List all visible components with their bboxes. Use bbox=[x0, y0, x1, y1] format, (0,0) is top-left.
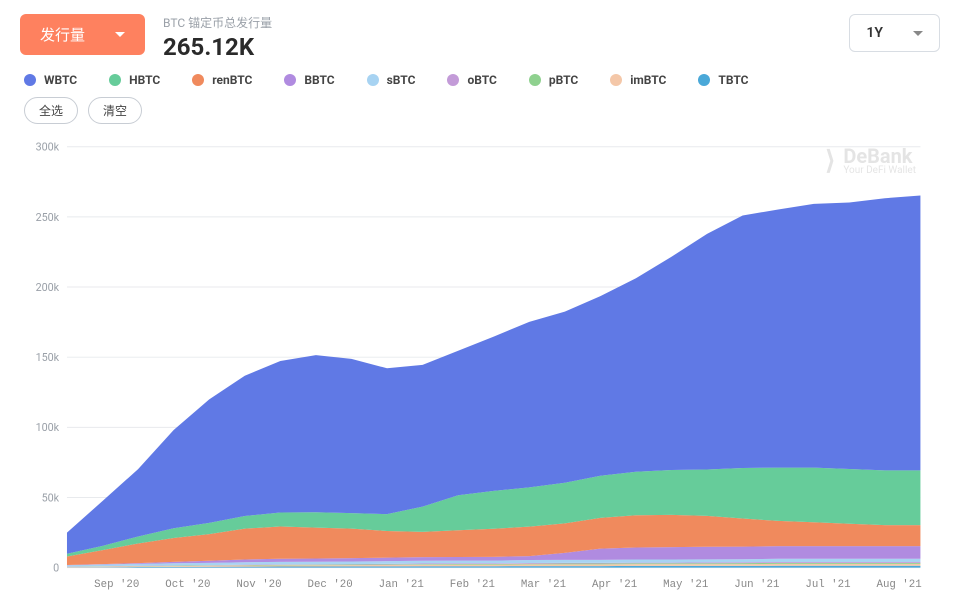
legend-dot-icon bbox=[698, 74, 710, 86]
legend-item[interactable]: BBTC bbox=[284, 73, 334, 87]
svg-text:300k: 300k bbox=[36, 141, 60, 154]
svg-text:Jan '21: Jan '21 bbox=[379, 579, 424, 591]
svg-text:Jun '21: Jun '21 bbox=[734, 579, 779, 591]
svg-text:Aug '21: Aug '21 bbox=[877, 579, 922, 591]
svg-text:100k: 100k bbox=[36, 421, 60, 434]
watermark-name: DeBank bbox=[843, 146, 916, 166]
legend-label: HBTC bbox=[129, 73, 160, 87]
legend-label: renBTC bbox=[212, 73, 252, 87]
chart-header: 发行量 BTC 锚定币总发行量 265.12K 1Y bbox=[20, 14, 940, 61]
svg-text:Sep '20: Sep '20 bbox=[94, 579, 139, 591]
legend-label: oBTC bbox=[467, 73, 496, 87]
chevron-down-icon bbox=[115, 32, 125, 37]
legend-label: TBTC bbox=[718, 73, 748, 87]
legend-item[interactable]: pBTC bbox=[529, 73, 578, 87]
legend: WBTC HBTC renBTC BBTC sBTC oBTC pBTC imBTC TBTC bbox=[20, 73, 940, 87]
metric-dropdown[interactable]: 发行量 bbox=[20, 14, 145, 55]
legend-dot-icon bbox=[367, 74, 379, 86]
metric-dropdown-label: 发行量 bbox=[40, 24, 85, 45]
svg-text:0: 0 bbox=[53, 562, 59, 575]
chart-subtitle: BTC 锚定币总发行量 bbox=[163, 14, 272, 31]
svg-text:Nov '20: Nov '20 bbox=[236, 579, 281, 591]
clear-button[interactable]: 清空 bbox=[88, 97, 142, 124]
legend-item[interactable]: TBTC bbox=[698, 73, 748, 87]
svg-text:150k: 150k bbox=[36, 351, 60, 364]
chart-area: ⟩ DeBank Your DeFi Wallet 0 50k 100k 150k 20… bbox=[20, 132, 940, 600]
legend-label: pBTC bbox=[549, 73, 578, 87]
legend-dot-icon bbox=[529, 74, 541, 86]
chart-value: 265.12K bbox=[163, 33, 272, 61]
legend-label: BBTC bbox=[304, 73, 334, 87]
period-dropdown-label: 1Y bbox=[866, 25, 883, 41]
legend-dot-icon bbox=[447, 74, 459, 86]
legend-item[interactable]: oBTC bbox=[447, 73, 496, 87]
select-all-button[interactable]: 全选 bbox=[24, 97, 78, 124]
legend-item[interactable]: imBTC bbox=[610, 73, 666, 87]
legend-dot-icon bbox=[109, 74, 121, 86]
svg-text:200k: 200k bbox=[36, 281, 60, 294]
legend-item[interactable]: renBTC bbox=[192, 73, 252, 87]
svg-text:May '21: May '21 bbox=[663, 579, 708, 591]
svg-text:Jul '21: Jul '21 bbox=[805, 579, 850, 591]
watermark: ⟩ DeBank Your DeFi Wallet bbox=[825, 146, 916, 176]
legend-label: imBTC bbox=[630, 73, 666, 87]
watermark-logo-icon: ⟩ bbox=[825, 146, 835, 176]
svg-text:Feb '21: Feb '21 bbox=[450, 579, 495, 591]
watermark-sub: Your DeFi Wallet bbox=[843, 166, 916, 176]
legend-item[interactable]: HBTC bbox=[109, 73, 160, 87]
svg-text:Mar '21: Mar '21 bbox=[521, 579, 566, 591]
svg-text:250k: 250k bbox=[36, 211, 60, 224]
legend-dot-icon bbox=[24, 74, 36, 86]
svg-text:Apr '21: Apr '21 bbox=[592, 579, 637, 591]
svg-text:Dec '20: Dec '20 bbox=[308, 579, 353, 591]
legend-dot-icon bbox=[192, 74, 204, 86]
legend-label: WBTC bbox=[44, 73, 77, 87]
stacked-area-chart: 0 50k 100k 150k 200k 250k 300k Sep '20 Oct '20 No… bbox=[20, 132, 940, 600]
legend-item[interactable]: WBTC bbox=[24, 73, 77, 87]
svg-text:Oct '20: Oct '20 bbox=[165, 579, 210, 591]
legend-dot-icon bbox=[284, 74, 296, 86]
svg-text:50k: 50k bbox=[42, 491, 60, 504]
legend-dot-icon bbox=[610, 74, 622, 86]
legend-item[interactable]: sBTC bbox=[367, 73, 416, 87]
period-dropdown[interactable]: 1Y bbox=[849, 14, 940, 52]
chevron-down-icon bbox=[913, 31, 923, 36]
legend-label: sBTC bbox=[387, 73, 416, 87]
